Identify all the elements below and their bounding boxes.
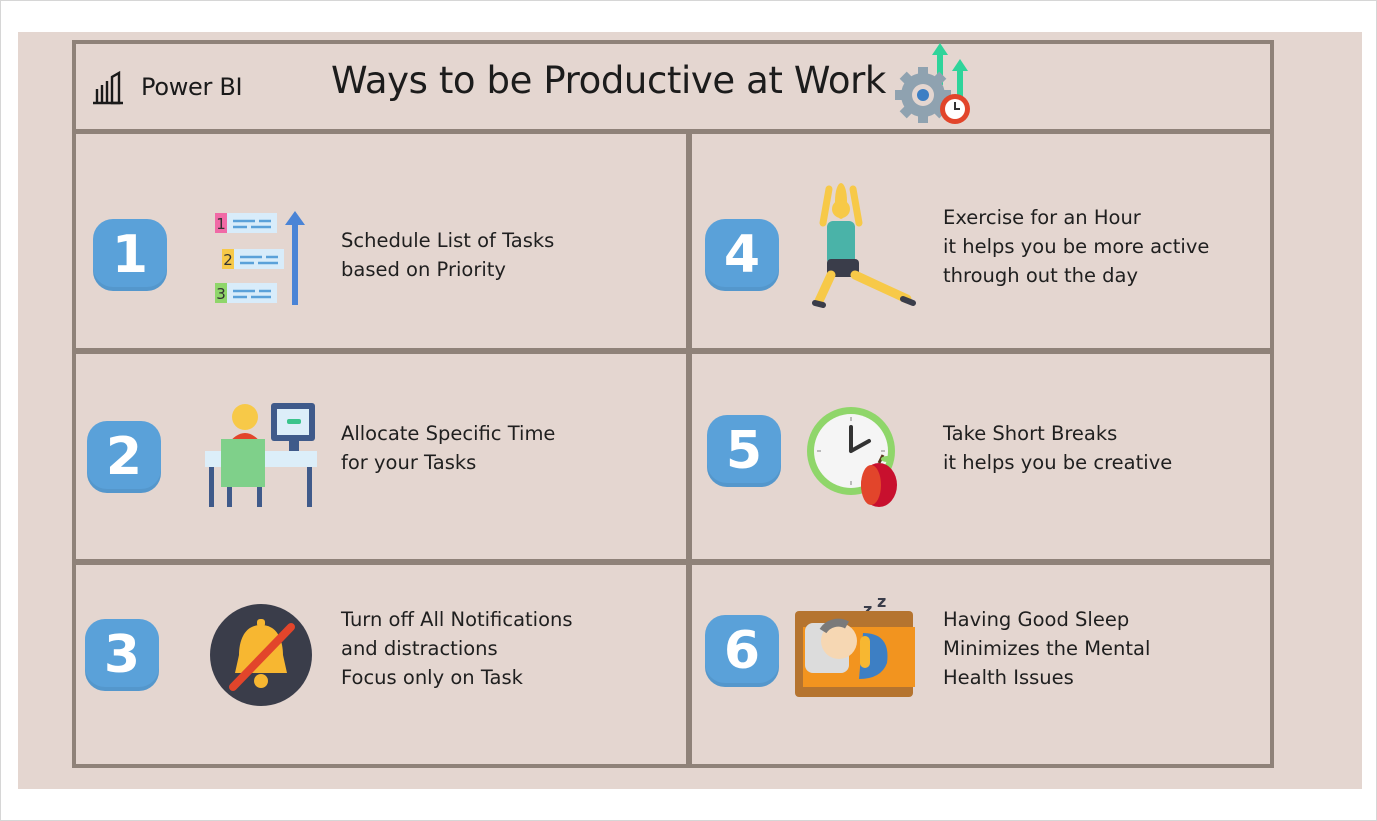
svg-text:2: 2 [223, 251, 233, 269]
desk-computer-icon [203, 401, 319, 515]
productivity-gear-icon [893, 43, 973, 127]
exercise-icon [809, 179, 919, 317]
brand-label: Power BI [141, 73, 243, 101]
tip-number-4: 4 [705, 219, 779, 291]
tip-6-line-2: Minimizes the Mental [943, 637, 1151, 660]
tip-number-6: 6 [705, 615, 779, 687]
row-divider-2 [72, 559, 1274, 565]
power-bi-logo-icon [93, 70, 123, 105]
power-bi-brand: Power BI [91, 69, 243, 105]
tip-6-text: Having Good Sleep Minimizes the Mental H… [943, 605, 1150, 692]
tip-5-text: Take Short Breaks it helps you be creati… [943, 419, 1172, 477]
tip-1-line-2: based on Priority [341, 258, 506, 281]
tip-3-line-1: Turn off All Notifications [341, 608, 573, 631]
tip-4-line-3: through out the day [943, 264, 1139, 287]
tip-number-3: 3 [85, 619, 159, 691]
column-divider [686, 132, 692, 766]
tip-number-1: 1 [93, 219, 167, 291]
tip-2-text: Allocate Specific Time for your Tasks [341, 419, 555, 477]
tip-2-line-1: Allocate Specific Time [341, 422, 556, 445]
row-divider-1 [72, 348, 1274, 354]
svg-text:3: 3 [216, 285, 226, 303]
tip-3-line-3: Focus only on Task [341, 666, 523, 689]
tip-3-line-2: and distractions [341, 637, 498, 660]
svg-text:1: 1 [216, 215, 226, 233]
tip-4-line-2: it helps you be more active [943, 235, 1210, 258]
tip-5-line-1: Take Short Breaks [943, 422, 1118, 445]
sleep-bed-icon: z z [795, 592, 915, 703]
svg-text:z: z [863, 600, 872, 619]
tip-1-line-1: Schedule List of Tasks [341, 229, 555, 252]
tip-5-line-2: it helps you be creative [943, 451, 1173, 474]
tip-1-text: Schedule List of Tasks based on Priority [341, 226, 554, 284]
tip-number-2: 2 [87, 421, 161, 493]
tip-2-line-2: for your Tasks [341, 451, 477, 474]
notification-off-icon [209, 603, 313, 711]
page-title: Ways to be Productive at Work [331, 59, 886, 102]
tip-3-text: Turn off All Notifications and distracti… [341, 605, 573, 692]
tip-6-line-1: Having Good Sleep [943, 608, 1130, 631]
break-clock-apple-icon [805, 405, 911, 515]
tip-4-line-1: Exercise for an Hour [943, 206, 1141, 229]
svg-text:z: z [877, 593, 886, 611]
priority-list-icon: 1 2 3 [213, 209, 313, 313]
tip-6-line-3: Health Issues [943, 666, 1074, 689]
tip-number-5: 5 [707, 415, 781, 487]
tip-4-text: Exercise for an Hour it helps you be mor… [943, 203, 1209, 290]
header-divider [72, 129, 1274, 134]
